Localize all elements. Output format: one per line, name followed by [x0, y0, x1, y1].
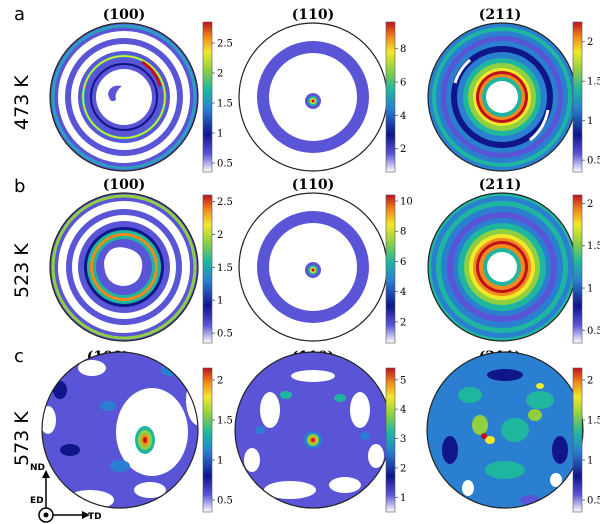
colorbar-a-2	[572, 21, 583, 173]
colorbar-b-2	[572, 194, 583, 344]
pole-figure-c-211	[426, 351, 584, 509]
plane-title-a-211: (211)	[479, 7, 521, 23]
pole-figure-a-110	[238, 22, 388, 172]
colorbar-tick-label: 6	[400, 78, 406, 89]
pole-figure-c-110	[234, 351, 392, 509]
colorbar-c-0	[202, 367, 213, 513]
colorbar-tick-label: 1.5	[587, 77, 600, 88]
pole-figure-c-100	[41, 351, 199, 509]
colorbar-tick-label: 2	[587, 376, 593, 387]
axis-nd-label: ND	[30, 463, 45, 473]
colorbar-tick-label: 2	[400, 144, 406, 155]
colorbars: 0.511.522.524680.511.520.511.522.5246810…	[202, 21, 600, 513]
pole-figure-a-211	[427, 22, 577, 172]
colorbar-tick-label: 4	[400, 287, 406, 298]
colorbar-tick-label: 2.5	[217, 39, 233, 50]
colorbar-tick-label: 2.5	[217, 197, 233, 208]
colorbar-tick-label: 0.5	[587, 496, 600, 507]
colorbar-tick-label: 0.5	[217, 329, 233, 340]
colorbar-tick-label: 0.5	[587, 326, 600, 337]
colorbar-b-0	[202, 194, 213, 344]
pole-figure-b-211	[427, 192, 577, 342]
colorbar-tick-label: 1.5	[217, 99, 233, 110]
temperature-label-473: 473 K	[11, 75, 33, 130]
colorbar-tick-label: 3	[400, 434, 406, 445]
axis-ed-label: ED	[30, 496, 44, 506]
colorbar-b-1	[385, 194, 396, 344]
colorbar-tick-label: 1.5	[587, 241, 600, 252]
colorbar-tick-label: 2	[400, 463, 406, 474]
temperature-label-523: 523 K	[11, 243, 33, 298]
plane-title-a-110: (110)	[292, 7, 334, 23]
colorbar-c-2	[572, 367, 583, 513]
colorbar-tick-label: 1	[587, 456, 593, 467]
colorbar-tick-label: 4	[400, 405, 406, 416]
temperature-label-573: 573 K	[11, 411, 33, 466]
colorbar-tick-label: 2	[217, 376, 223, 387]
pole-figure-a-100	[49, 22, 199, 172]
colorbar-tick-label: 2	[587, 37, 593, 48]
plane-title-a-100: (100)	[103, 7, 145, 23]
colorbar-a-1	[385, 21, 396, 173]
colorbar-tick-label: 0.5	[217, 496, 233, 507]
plane-title-b-211: (211)	[479, 177, 521, 193]
colorbar-a-0	[202, 21, 213, 173]
colorbar-tick-label: 4	[400, 111, 406, 122]
colorbar-tick-label: 2	[217, 69, 223, 80]
colorbar-tick-label: 8	[400, 227, 406, 238]
panel-letter-b: b	[14, 176, 25, 197]
colorbar-tick-label: 0.5	[587, 156, 600, 167]
pole-figure-b-100	[49, 192, 199, 342]
colorbar-tick-label: 1	[217, 296, 223, 307]
axis-td-label: TD	[88, 512, 102, 522]
colorbar-tick-label: 1	[587, 284, 593, 295]
pole-figure-b-110	[238, 192, 388, 342]
colorbar-tick-label: 2	[400, 317, 406, 328]
panel-letter-c: c	[14, 346, 24, 367]
plane-title-b-100: (100)	[103, 177, 145, 193]
colorbar-c-1	[385, 367, 396, 513]
colorbar-tick-label: 1.5	[217, 263, 233, 274]
colorbar-tick-label: 6	[400, 257, 406, 268]
colorbar-tick-label: 1.5	[217, 416, 233, 427]
sample-axes-legend: ND ED TD	[30, 463, 102, 523]
colorbar-tick-label: 1	[587, 116, 593, 127]
plane-title-b-110: (110)	[292, 177, 334, 193]
colorbar-tick-label: 0.5	[217, 159, 233, 170]
colorbar-tick-label: 1	[217, 129, 223, 140]
colorbar-tick-label: 8	[400, 44, 406, 55]
panel-letter-a: a	[14, 4, 25, 25]
colorbar-tick-label: 1	[400, 493, 406, 504]
colorbar-tick-label: 2	[217, 230, 223, 241]
colorbar-tick-label: 1	[217, 456, 223, 467]
colorbar-tick-label: 2	[587, 199, 593, 210]
colorbar-tick-label: 10	[400, 197, 413, 208]
colorbar-tick-label: 5	[400, 375, 406, 386]
colorbar-tick-label: 1.5	[587, 416, 600, 427]
